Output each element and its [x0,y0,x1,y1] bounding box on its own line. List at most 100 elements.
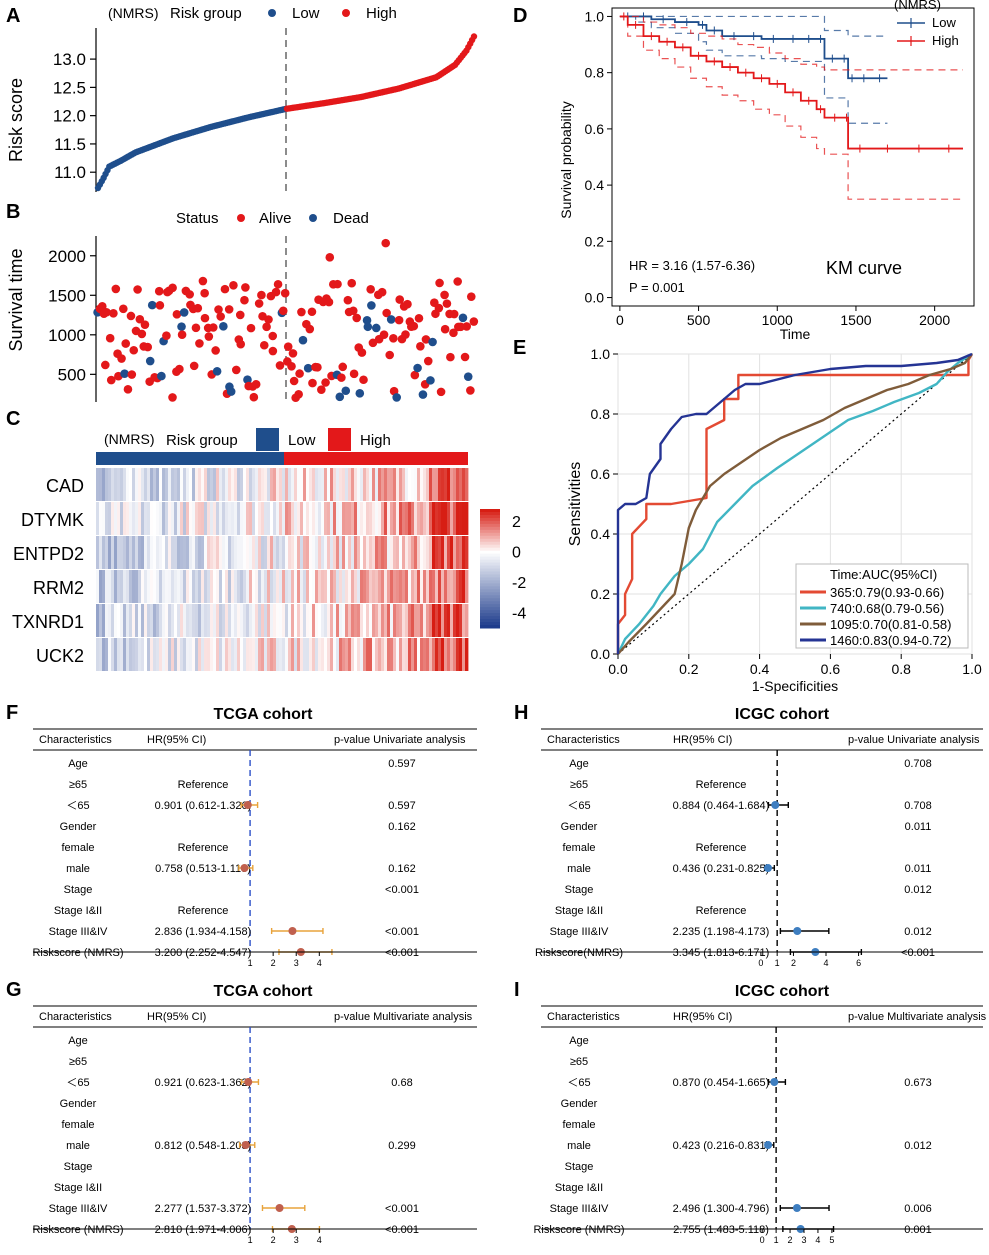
heatmap-cell [270,570,274,603]
heatmap-cell [396,502,400,535]
heatmap-cell [393,536,397,569]
y-tick-label-b: 500 [58,365,86,384]
heatmap-cell [150,604,154,637]
heatmap-cell [327,604,331,637]
colorbar-step [480,529,500,534]
heatmap-cell [324,502,328,535]
heatmap-cell [105,502,109,535]
heatmap-cell [189,502,193,535]
heatmap-cell [258,604,262,637]
heatmap-cell [348,604,352,637]
colorbar-step [480,538,500,543]
heatmap-cell [210,468,214,501]
heatmap-cell [120,604,124,637]
heatmap-cell [441,536,445,569]
heatmap-cell [189,468,193,501]
heatmap-cell [171,604,175,637]
row-label: Age [569,758,589,770]
heatmap-cell [276,604,280,637]
row-label: Gender [60,1098,97,1110]
heatmap-cell [351,502,355,535]
heatmap-cell [435,570,439,603]
heatmap-cell [186,604,190,637]
heatmap-cell [459,570,463,603]
heatmap-cell [306,604,310,637]
heatmap-cell [117,468,121,501]
heatmap-cell [111,604,115,637]
row-label: female [562,842,595,854]
heatmap-cell [231,570,235,603]
heatmap-cell [210,536,214,569]
row-label: Stage [565,884,594,896]
heatmap-cell [129,604,133,637]
heatmap-cell [153,604,157,637]
colorbar-step [480,544,500,549]
heatmap-cell [246,638,250,671]
alive-point [343,295,353,305]
heatmap-cell [201,638,205,671]
row-p: <0.001 [385,947,419,959]
alive-point [214,305,223,314]
heatmap-cell [264,604,268,637]
heatmap-cell [234,502,238,535]
table-title: TCGA cohort [214,706,314,723]
colorbar-step [480,556,500,561]
heatmap-cell [309,502,313,535]
heatmap-cell [135,570,139,603]
heatmap-cell [249,604,253,637]
heatmap-cell [168,468,172,501]
roc-line-1095 [617,353,973,655]
heatmap-cell [357,536,361,569]
heatmap-cell [342,536,346,569]
heatmap-cell [210,638,214,671]
alive-point [259,340,269,350]
gene-label: RRM2 [33,578,84,598]
heatmap-cell [231,604,235,637]
heatmap-cell [438,570,442,603]
hr-point [288,927,297,935]
alive-point [324,297,334,307]
alive-point [133,285,142,294]
legend-1460: 1460:0.83(0.94-0.72) [830,633,951,648]
heatmap-cell [465,536,469,569]
heatmap-cell [228,570,232,603]
heatmap-cell [375,638,379,671]
heatmap-cell [258,536,262,569]
heatmap-cell [426,570,430,603]
heatmap-cell [231,638,235,671]
heatmap-cell [441,502,445,535]
panel-b-survival-time: B Status Alive Dead Survival time 500 100… [6,201,479,403]
heatmap-cell [255,502,259,535]
colorbar-step [480,589,500,593]
heatmap-cell [465,604,469,637]
legend-title-d: (NMRS) [894,0,941,12]
y-tick-label-e: 0.6 [591,466,611,482]
dead-point [335,392,345,402]
panel-i-forest: I ICGC cohort Characteristics HR(95% CI) p-v… [514,979,987,1245]
heatmap-cell [309,536,313,569]
alive-point [208,323,218,332]
heatmap-cell [165,638,169,671]
heatmap-cell [330,570,334,603]
heatmap-cell [384,604,388,637]
y-ticks-a: 11.0 11.5 12.0 12.5 13.0 [53,50,96,182]
heatmap-cell [447,502,451,535]
heatmap-cell [162,570,166,603]
heatmap-cell [132,468,136,501]
heatmap-cell [243,502,247,535]
colorbar-step [480,625,500,629]
heatmap-cell [438,536,442,569]
heatmap-cell [432,468,436,501]
heatmap-cell [141,468,145,501]
colorbar-step [480,574,500,578]
heatmap-cell [453,570,457,603]
heatmap-cell [258,468,262,501]
colorbar-step [480,586,500,590]
heatmap-cell [366,468,370,501]
alive-point [185,290,194,299]
heatmap-cell [144,570,148,603]
heatmap-cell [162,604,166,637]
heatmap-cell [441,570,445,603]
alive-point [410,370,420,380]
alive-point [216,312,225,321]
